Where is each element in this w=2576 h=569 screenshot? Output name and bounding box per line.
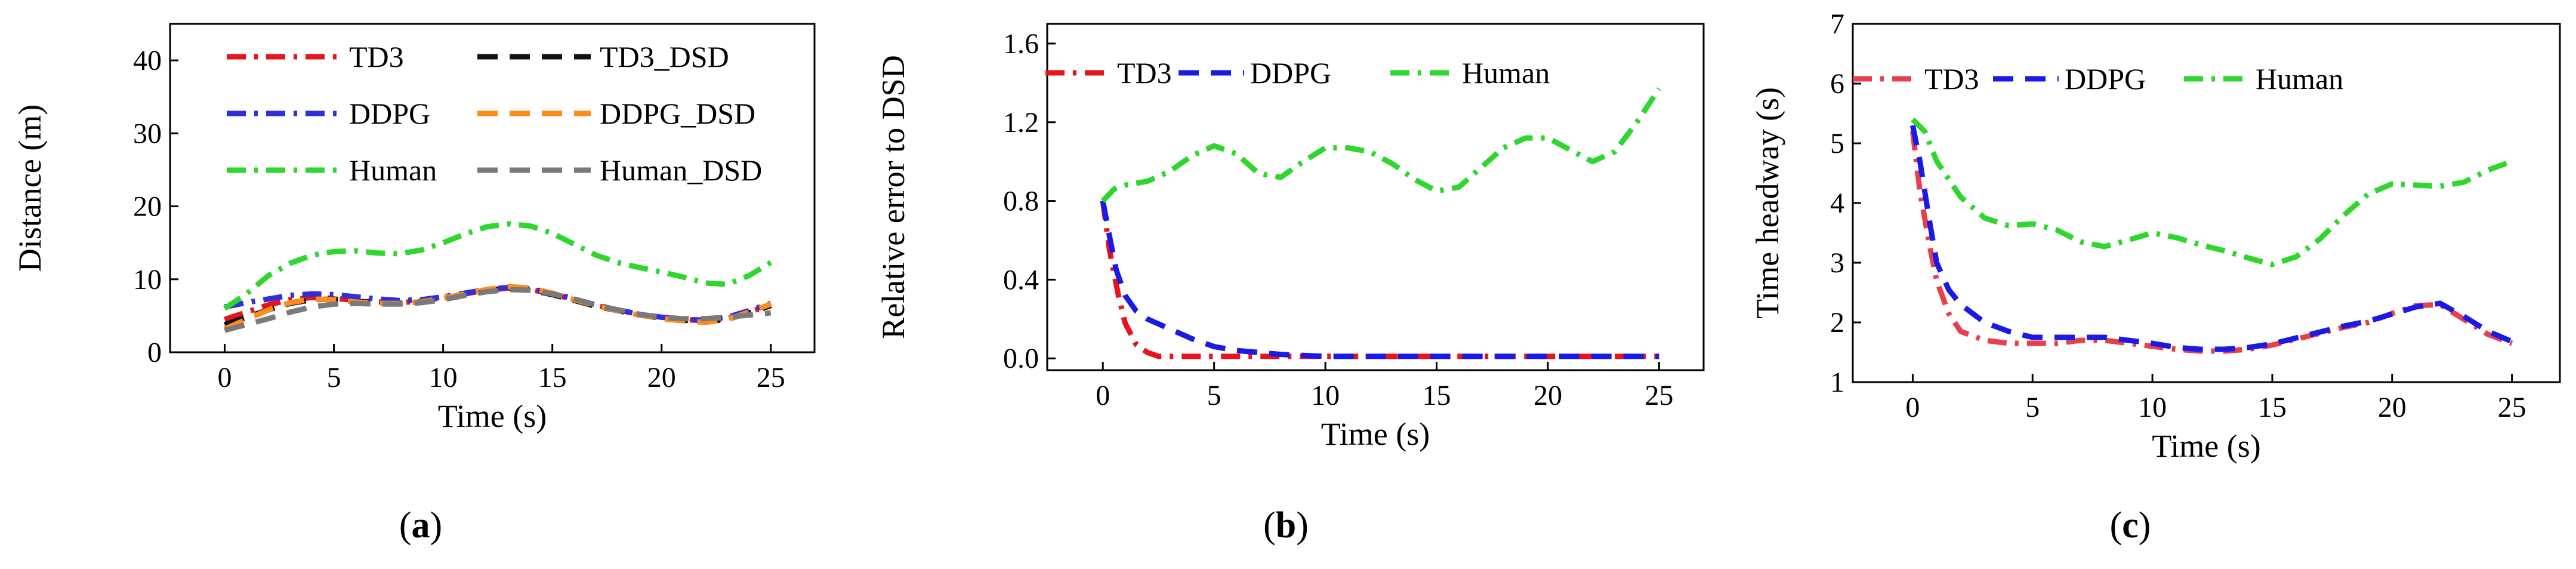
y-axis-label: Distance (m) [12, 104, 48, 272]
y-tick-label: 20 [133, 191, 162, 223]
x-tick-label: 25 [2498, 392, 2526, 423]
y-tick-label: 1.2 [1003, 107, 1039, 139]
plot-frame [169, 23, 816, 353]
y-tick-label: 1 [1830, 367, 1844, 398]
series-line-human [223, 221, 773, 311]
series-group [1909, 117, 2513, 354]
legend: TD3 DDPG Human TD3_DSD DDPG_DSD Human_DSD [227, 40, 762, 187]
y-tick-label: 30 [133, 118, 162, 149]
x-tick-label: 10 [429, 362, 458, 393]
caption-close: ) [1296, 505, 1309, 546]
series-line-ddpg [1100, 200, 1659, 359]
series-line-human [1911, 117, 2513, 267]
x-tick-label: 20 [2378, 392, 2407, 423]
caption-open: ( [1263, 505, 1276, 546]
legend: TD3 DDPG Human [1045, 56, 1550, 90]
y-tick-label: 10 [133, 264, 162, 296]
x-tick-label: 5 [1207, 380, 1221, 411]
x-tick-label: 20 [1534, 380, 1562, 411]
legend-label: DDPG [1250, 56, 1331, 90]
legend-label: TD3 [349, 40, 404, 73]
y-tick-label: 3 [1830, 247, 1844, 279]
x-tick-label: 10 [2138, 392, 2167, 423]
x-tick-label: 15 [538, 362, 567, 393]
caption: (b) [1263, 505, 1309, 546]
legend-label: Human [1462, 56, 1550, 90]
x-axis-label: Time (s) [438, 398, 547, 434]
x-axis-label: Time (s) [1321, 416, 1430, 452]
y-axis-label: Relative error to DSD [875, 55, 911, 339]
y-tick-label: 0 [147, 337, 162, 368]
x-tick-label: 0 [218, 362, 232, 393]
x-tick-label: 15 [1423, 380, 1451, 411]
series-line-td3 [1909, 131, 2513, 354]
chart-2: 0 5 10 15 20 25 0.0 0.4 0.8 1.2 1.6 Time (s) Relativ… [875, 23, 1705, 546]
y-axis-label: Time headway (s) [1750, 87, 1785, 319]
caption-open: ( [399, 505, 412, 546]
series-group [1100, 87, 1662, 359]
x-tick-label: 10 [1311, 380, 1340, 411]
caption-letter: b [1276, 505, 1296, 546]
x-tick-label: 20 [647, 362, 676, 393]
y-tick-label: 6 [1830, 68, 1844, 100]
legend-label: TD3 [1924, 62, 1979, 96]
legend-label: DDPG [349, 97, 430, 130]
caption: (a) [399, 505, 442, 546]
x-tick-label: 25 [1645, 380, 1673, 411]
caption-close: ) [430, 505, 443, 546]
y-tick-label: 0.4 [1003, 264, 1039, 296]
y-tick-label: 1.6 [1003, 28, 1039, 60]
y-tick-label: 2 [1830, 307, 1844, 339]
x-tick-label: 15 [2258, 392, 2287, 423]
legend-label: Human [349, 153, 437, 187]
x-tick-label: 25 [757, 362, 785, 393]
plot-frame [1046, 23, 1705, 371]
x-tick-label: 0 [1905, 392, 1920, 423]
chart-1: 0 5 10 15 20 25 0 10 20 30 40 Time (s) Distance (m) T… [12, 23, 816, 546]
legend-label: Human [2256, 62, 2343, 96]
legend-label: TD3_DSD [600, 40, 729, 73]
x-axis-label: Time (s) [2152, 428, 2261, 464]
y-tick-label: 40 [133, 45, 162, 76]
series-line-human [1100, 87, 1662, 203]
series-line-human-dsd [224, 287, 772, 333]
x-tick-label: 5 [327, 362, 341, 393]
x-tick-label: 5 [2025, 392, 2040, 423]
caption-open: ( [2110, 505, 2122, 546]
series-line-td3 [1100, 200, 1659, 359]
y-tick-label: 5 [1830, 128, 1844, 159]
caption: (c) [2110, 505, 2151, 546]
legend-label: TD3 [1117, 56, 1172, 90]
series-group [223, 221, 773, 333]
y-tick-label: 7 [1830, 8, 1844, 40]
y-tick-label: 0.8 [1003, 186, 1039, 217]
y-tick-label: 4 [1830, 187, 1844, 219]
caption-letter: c [2122, 505, 2139, 546]
caption-close: ) [2139, 505, 2151, 546]
x-tick-label: 0 [1096, 380, 1110, 411]
legend-label: Human_DSD [600, 153, 762, 187]
legend-label: DDPG [2065, 62, 2146, 96]
legend-label: DDPG_DSD [600, 97, 755, 130]
chart-3: 0 5 10 15 20 25 1 2 3 4 5 6 7 Time (s) Time headway (s… [1750, 8, 2561, 546]
legend: TD3 DDPG Human [1853, 62, 2343, 96]
y-tick-label: 0.0 [1003, 343, 1039, 374]
caption-letter: a [412, 505, 430, 546]
